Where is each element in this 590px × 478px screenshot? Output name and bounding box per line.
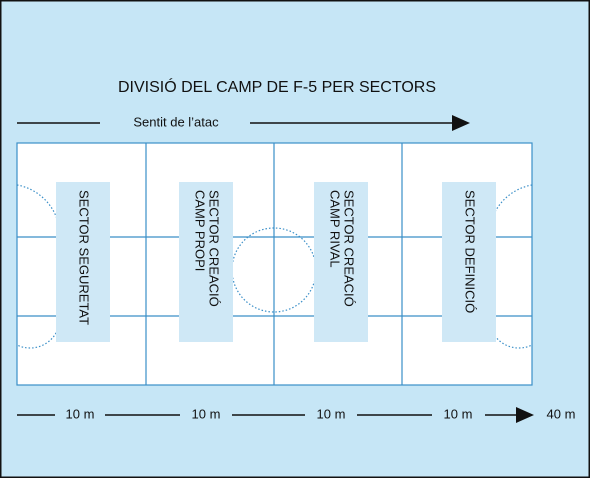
sector-box xyxy=(314,182,368,342)
sector-label: SECTOR DEFINICIÓ xyxy=(463,190,478,313)
distance-label: 10 m xyxy=(192,406,221,421)
sector-label: SECTOR SEGURETAT xyxy=(77,190,92,325)
title: DIVISIÓ DEL CAMP DE F-5 PER SECTORS xyxy=(118,77,436,96)
sector-label: SECTOR CREACIÓ xyxy=(342,190,357,307)
sector-label: SECTOR CREACIÓ xyxy=(207,190,222,307)
arrow-head xyxy=(452,115,470,131)
distance-label: 10 m xyxy=(317,406,346,421)
total-label: 40 m xyxy=(547,406,576,421)
sector-box xyxy=(179,182,233,342)
arrow-head xyxy=(516,407,534,423)
sector-box xyxy=(442,182,496,342)
sector-label: CAMP PROPI xyxy=(193,190,208,271)
sector-label: CAMP RIVAL xyxy=(328,190,343,268)
direction-label: Sentit de l’atac xyxy=(133,114,219,129)
sector-box xyxy=(56,182,110,342)
distance-label: 10 m xyxy=(66,406,95,421)
distance-label: 10 m xyxy=(444,406,473,421)
